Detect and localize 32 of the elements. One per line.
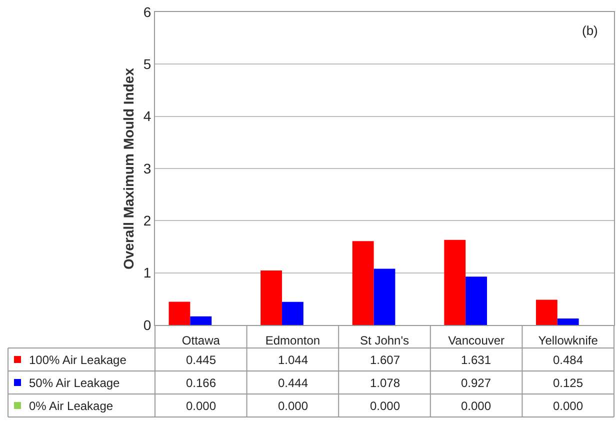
data-label: 0.000 — [553, 399, 584, 413]
data-label: 0.484 — [553, 353, 584, 367]
x-tick-label: St John's — [360, 333, 409, 348]
data-label: 0.927 — [461, 376, 492, 390]
data-label: 0.000 — [186, 399, 216, 413]
y-tick-label: 6 — [143, 4, 152, 20]
legend-label: 100% Air Leakage — [29, 353, 127, 367]
x-tick-label: Ottawa — [182, 333, 220, 348]
data-label: 1.631 — [461, 353, 492, 367]
data-label: 1.607 — [370, 353, 400, 367]
x-tick-label: Yellowknife — [538, 333, 598, 348]
data-label: 0.000 — [461, 399, 492, 413]
y-axis-title: Overall Maximum Mould Index — [120, 68, 136, 270]
legend-label: 50% Air Leakage — [29, 376, 120, 390]
data-label: 0.125 — [553, 376, 584, 390]
y-tick-label: 5 — [143, 56, 152, 72]
data-label: 0.000 — [278, 399, 308, 413]
data-label: 0.166 — [186, 376, 216, 390]
data-label: 1.078 — [370, 376, 400, 390]
y-tick-label: 4 — [143, 108, 152, 124]
legend-label: 0% Air Leakage — [29, 399, 114, 413]
y-tick-label: 3 — [143, 160, 152, 176]
data-label: 0.000 — [370, 399, 400, 413]
data-label: 0.445 — [186, 353, 216, 367]
annotation: (b) — [582, 23, 598, 38]
x-tick-label: Vancouver — [448, 333, 505, 348]
x-tick-label: Edmonton — [265, 333, 320, 348]
y-tick-label: 1 — [143, 264, 152, 281]
data-label: 0.444 — [278, 376, 308, 390]
y-tick-label: 2 — [143, 212, 152, 229]
data-label: 1.044 — [278, 353, 308, 367]
y-tick-label: 0 — [143, 316, 152, 333]
